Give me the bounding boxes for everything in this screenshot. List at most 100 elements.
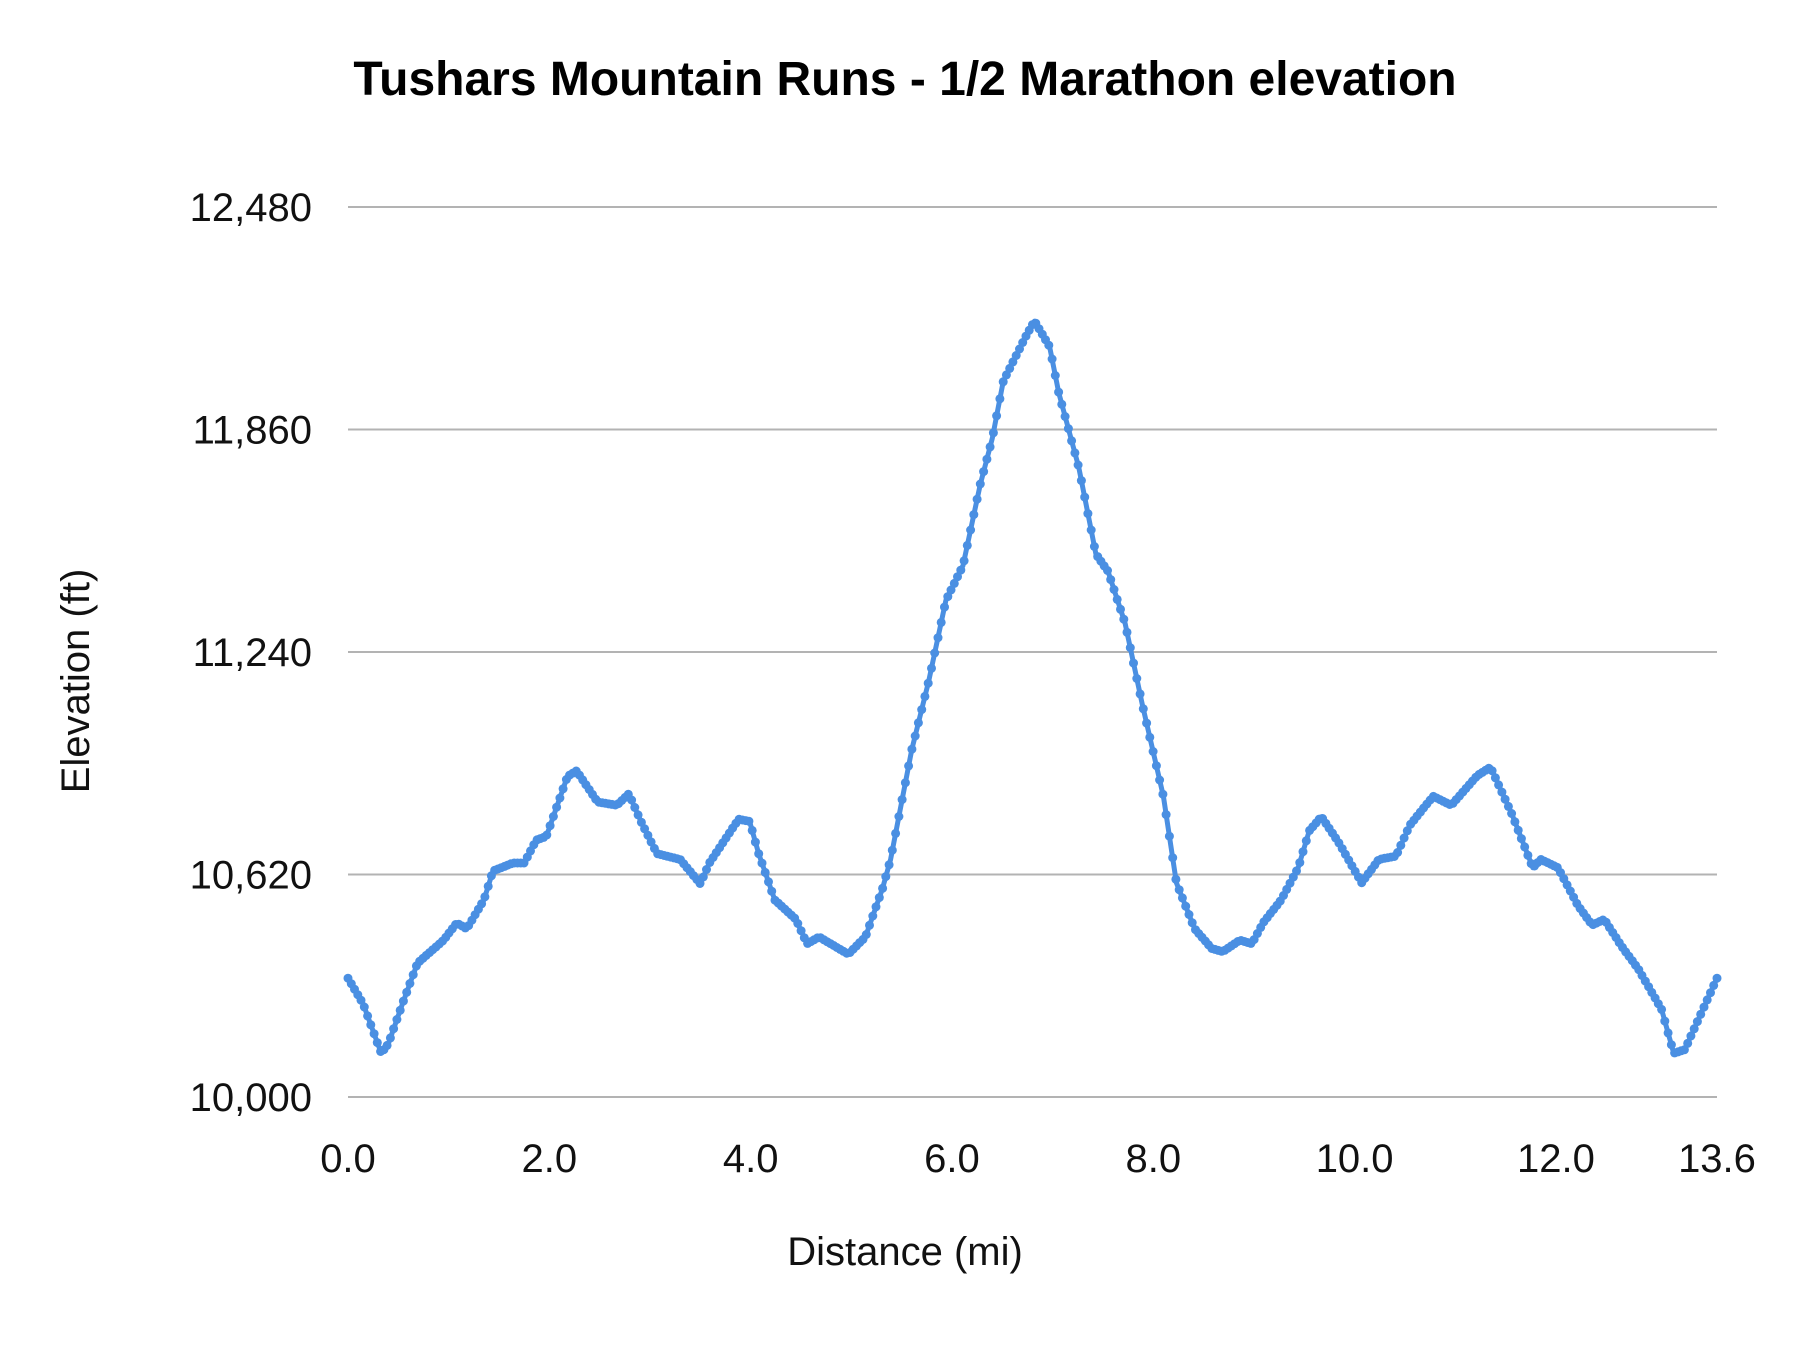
data-point [907,744,917,754]
data-point [747,825,757,835]
data-point [1500,794,1510,804]
data-point [936,617,946,627]
data-point [1301,836,1311,846]
data-point [913,718,923,728]
data-point [1660,1016,1670,1026]
data-point [1712,973,1722,983]
data-point [1666,1040,1676,1050]
data-point [891,828,901,838]
data-point [767,886,777,896]
data-point [962,540,972,550]
data-point [969,510,979,520]
data-point [1148,747,1158,756]
data-point [483,881,493,891]
data-point [1692,1017,1702,1027]
data-point [1129,658,1138,668]
data-point [988,428,998,438]
data-point [975,479,985,489]
data-point [1298,847,1308,857]
data-point [1109,585,1119,594]
data-point [1683,1038,1693,1048]
data-point [1187,918,1197,928]
data-point [887,845,897,855]
data-point [904,761,914,771]
data-point [382,1040,392,1050]
y-tick-label: 11,860 [193,409,312,453]
data-point [1070,448,1080,458]
x-tick-labels: 0.0 2.0 4.0 6.0 8.0 10.0 12.0 13.6 [320,1137,1756,1181]
data-point [897,795,907,805]
data-point [998,377,1008,387]
data-point [1699,1002,1709,1012]
data-point [398,996,408,1006]
data-point [927,663,936,673]
data-point [1702,995,1712,1005]
data-point [1490,773,1500,783]
series-elevation [343,318,1722,1058]
data-point [1393,848,1403,857]
data-point [1142,718,1152,728]
data-point [1054,387,1064,397]
data-point [627,795,637,805]
data-point [979,467,989,477]
data-point [552,802,562,812]
data-point [1696,1009,1706,1019]
data-point [1138,704,1148,714]
data-point [920,691,930,701]
data-point [372,1038,382,1048]
data-point [930,648,940,658]
data-point [764,877,773,887]
data-point [1119,614,1129,624]
data-point [1089,542,1099,551]
x-tick-label: 12.0 [1517,1137,1595,1181]
y-tick-label: 10,620 [190,854,312,898]
y-tick-labels: 10,000 10,620 11,240 11,860 12,480 [190,186,312,1120]
data-point [542,830,552,840]
data-point [389,1024,399,1034]
data-point [1106,575,1116,585]
data-point [1044,340,1054,350]
data-point [477,899,487,909]
data-point [874,893,884,903]
data-point [1487,766,1497,776]
data-point [1295,858,1305,868]
data-point [910,731,920,741]
data-point [1155,775,1165,785]
data-point [1076,476,1086,486]
chart-title: Tushars Mountain Runs - 1/2 Marathon ele… [353,53,1456,106]
y-tick-label: 12,480 [190,186,312,230]
data-point [1103,566,1112,575]
data-point [1080,492,1090,502]
data-point [1151,761,1161,771]
data-point [966,525,976,535]
data-point [793,919,803,928]
data-point [1174,885,1184,895]
data-point [917,705,927,715]
data-point [359,1002,369,1012]
data-point [1396,840,1406,850]
data-point [363,1011,373,1021]
x-tick-label: 6.0 [924,1137,980,1181]
data-point [1513,825,1523,835]
gridlines [348,206,1717,1098]
data-point [1507,809,1517,818]
data-point [1168,853,1178,863]
data-point [1158,789,1168,799]
data-point [959,556,969,566]
data-point [754,849,764,859]
data-point [402,987,412,997]
data-point [760,867,770,877]
data-point [1497,787,1507,797]
data-point [1125,643,1135,653]
data-point [900,778,910,788]
data-point [1063,424,1073,434]
data-point [881,872,891,882]
data-point [1177,893,1187,903]
x-tick-label: 10.0 [1316,1137,1394,1181]
data-point [1709,980,1719,990]
data-point [698,872,708,882]
data-point [985,442,995,452]
data-point [395,1005,405,1015]
x-axis-label: Distance (mi) [787,1230,1023,1274]
data-point [1663,1028,1673,1038]
